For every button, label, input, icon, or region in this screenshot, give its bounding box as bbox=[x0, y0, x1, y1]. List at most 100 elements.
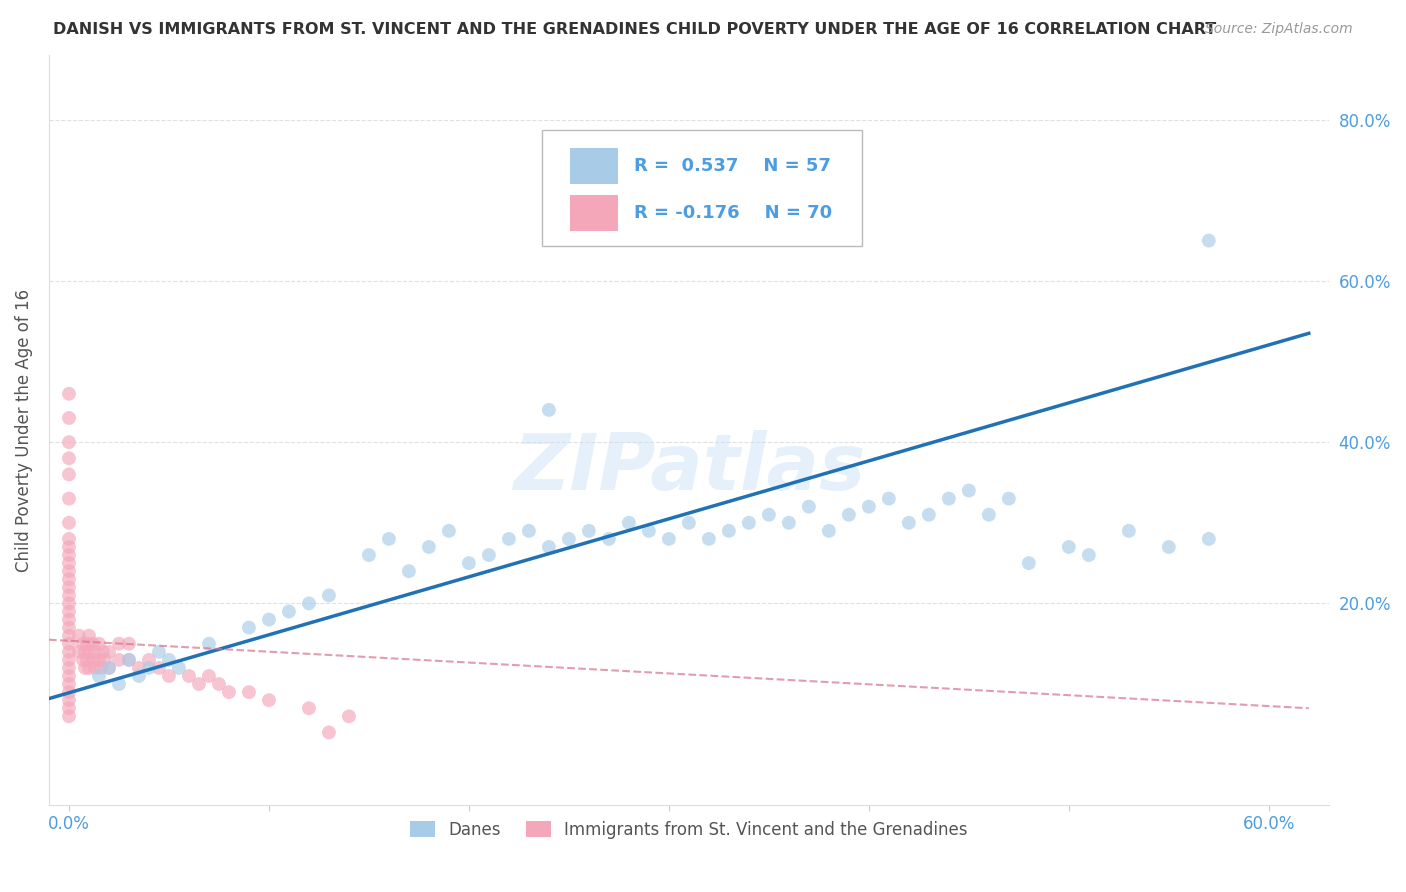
Point bbox=[82, 653, 104, 667]
Point bbox=[58, 516, 80, 530]
Point bbox=[77, 661, 100, 675]
Point bbox=[58, 556, 80, 570]
Point bbox=[72, 653, 94, 667]
Point bbox=[82, 637, 104, 651]
Text: R =  0.537    N = 57: R = 0.537 N = 57 bbox=[634, 157, 831, 175]
Point bbox=[188, 677, 211, 691]
Point bbox=[58, 669, 80, 683]
Point bbox=[118, 653, 141, 667]
Point bbox=[918, 508, 941, 522]
Point bbox=[97, 645, 120, 659]
Point bbox=[73, 645, 96, 659]
Point bbox=[957, 483, 980, 498]
Point bbox=[77, 629, 100, 643]
Point bbox=[58, 491, 80, 506]
Point bbox=[58, 701, 80, 715]
Point bbox=[638, 524, 661, 538]
Point bbox=[108, 677, 131, 691]
Point bbox=[58, 709, 80, 723]
Point bbox=[58, 411, 80, 425]
Point bbox=[58, 621, 80, 635]
Point bbox=[58, 548, 80, 562]
Point bbox=[357, 548, 380, 562]
Point bbox=[77, 645, 100, 659]
Point bbox=[58, 685, 80, 699]
Point bbox=[76, 653, 98, 667]
Point bbox=[458, 556, 481, 570]
Point bbox=[578, 524, 600, 538]
Point bbox=[298, 701, 321, 715]
Point bbox=[257, 693, 280, 707]
Point bbox=[697, 532, 720, 546]
Text: DANISH VS IMMIGRANTS FROM ST. VINCENT AND THE GRENADINES CHILD POVERTY UNDER THE: DANISH VS IMMIGRANTS FROM ST. VINCENT AN… bbox=[53, 22, 1216, 37]
Point bbox=[1118, 524, 1140, 538]
Point bbox=[58, 693, 80, 707]
Point bbox=[97, 661, 120, 675]
Bar bbox=[569, 194, 619, 231]
Point bbox=[177, 669, 200, 683]
Point bbox=[58, 661, 80, 675]
Point bbox=[73, 661, 96, 675]
Point bbox=[998, 491, 1021, 506]
Legend: Danes, Immigrants from St. Vincent and the Grenadines: Danes, Immigrants from St. Vincent and t… bbox=[404, 814, 974, 846]
Point bbox=[87, 653, 110, 667]
Point bbox=[138, 653, 160, 667]
Point bbox=[537, 403, 560, 417]
Point bbox=[658, 532, 681, 546]
Point bbox=[318, 725, 340, 739]
Point bbox=[1198, 532, 1220, 546]
Point bbox=[1018, 556, 1040, 570]
Point bbox=[72, 637, 94, 651]
Point bbox=[58, 467, 80, 482]
Point bbox=[58, 613, 80, 627]
Point bbox=[118, 653, 141, 667]
Point bbox=[108, 653, 131, 667]
Point bbox=[58, 588, 80, 602]
Point bbox=[858, 500, 880, 514]
Point bbox=[717, 524, 740, 538]
Point bbox=[58, 451, 80, 466]
Point bbox=[58, 605, 80, 619]
Y-axis label: Child Poverty Under the Age of 16: Child Poverty Under the Age of 16 bbox=[15, 288, 32, 572]
Point bbox=[938, 491, 960, 506]
Point bbox=[128, 661, 150, 675]
Point bbox=[84, 645, 107, 659]
Point bbox=[198, 669, 221, 683]
Point bbox=[84, 661, 107, 675]
Point bbox=[1157, 540, 1180, 554]
Point bbox=[418, 540, 440, 554]
Point bbox=[198, 637, 221, 651]
Point bbox=[58, 645, 80, 659]
Point bbox=[398, 564, 420, 578]
Point bbox=[678, 516, 700, 530]
Point bbox=[638, 210, 661, 224]
Point bbox=[218, 685, 240, 699]
Point bbox=[148, 661, 170, 675]
Point bbox=[148, 645, 170, 659]
Point bbox=[278, 605, 301, 619]
Text: Source: ZipAtlas.com: Source: ZipAtlas.com bbox=[1205, 22, 1353, 37]
Point bbox=[76, 637, 98, 651]
Point bbox=[157, 653, 180, 667]
Point bbox=[108, 637, 131, 651]
Point bbox=[337, 709, 360, 723]
Text: ZIPatlas: ZIPatlas bbox=[513, 430, 865, 506]
Point bbox=[838, 508, 860, 522]
Point bbox=[537, 540, 560, 554]
Point bbox=[67, 629, 90, 643]
Point bbox=[238, 685, 260, 699]
Point bbox=[91, 645, 114, 659]
Point bbox=[58, 653, 80, 667]
Point bbox=[298, 596, 321, 610]
Point bbox=[58, 580, 80, 594]
FancyBboxPatch shape bbox=[541, 130, 862, 246]
Point bbox=[378, 532, 401, 546]
Point bbox=[877, 491, 900, 506]
Point bbox=[478, 548, 501, 562]
Point bbox=[58, 435, 80, 450]
Point bbox=[818, 524, 841, 538]
Point bbox=[90, 661, 112, 675]
Point bbox=[517, 524, 540, 538]
Point bbox=[758, 508, 780, 522]
Point bbox=[778, 516, 800, 530]
